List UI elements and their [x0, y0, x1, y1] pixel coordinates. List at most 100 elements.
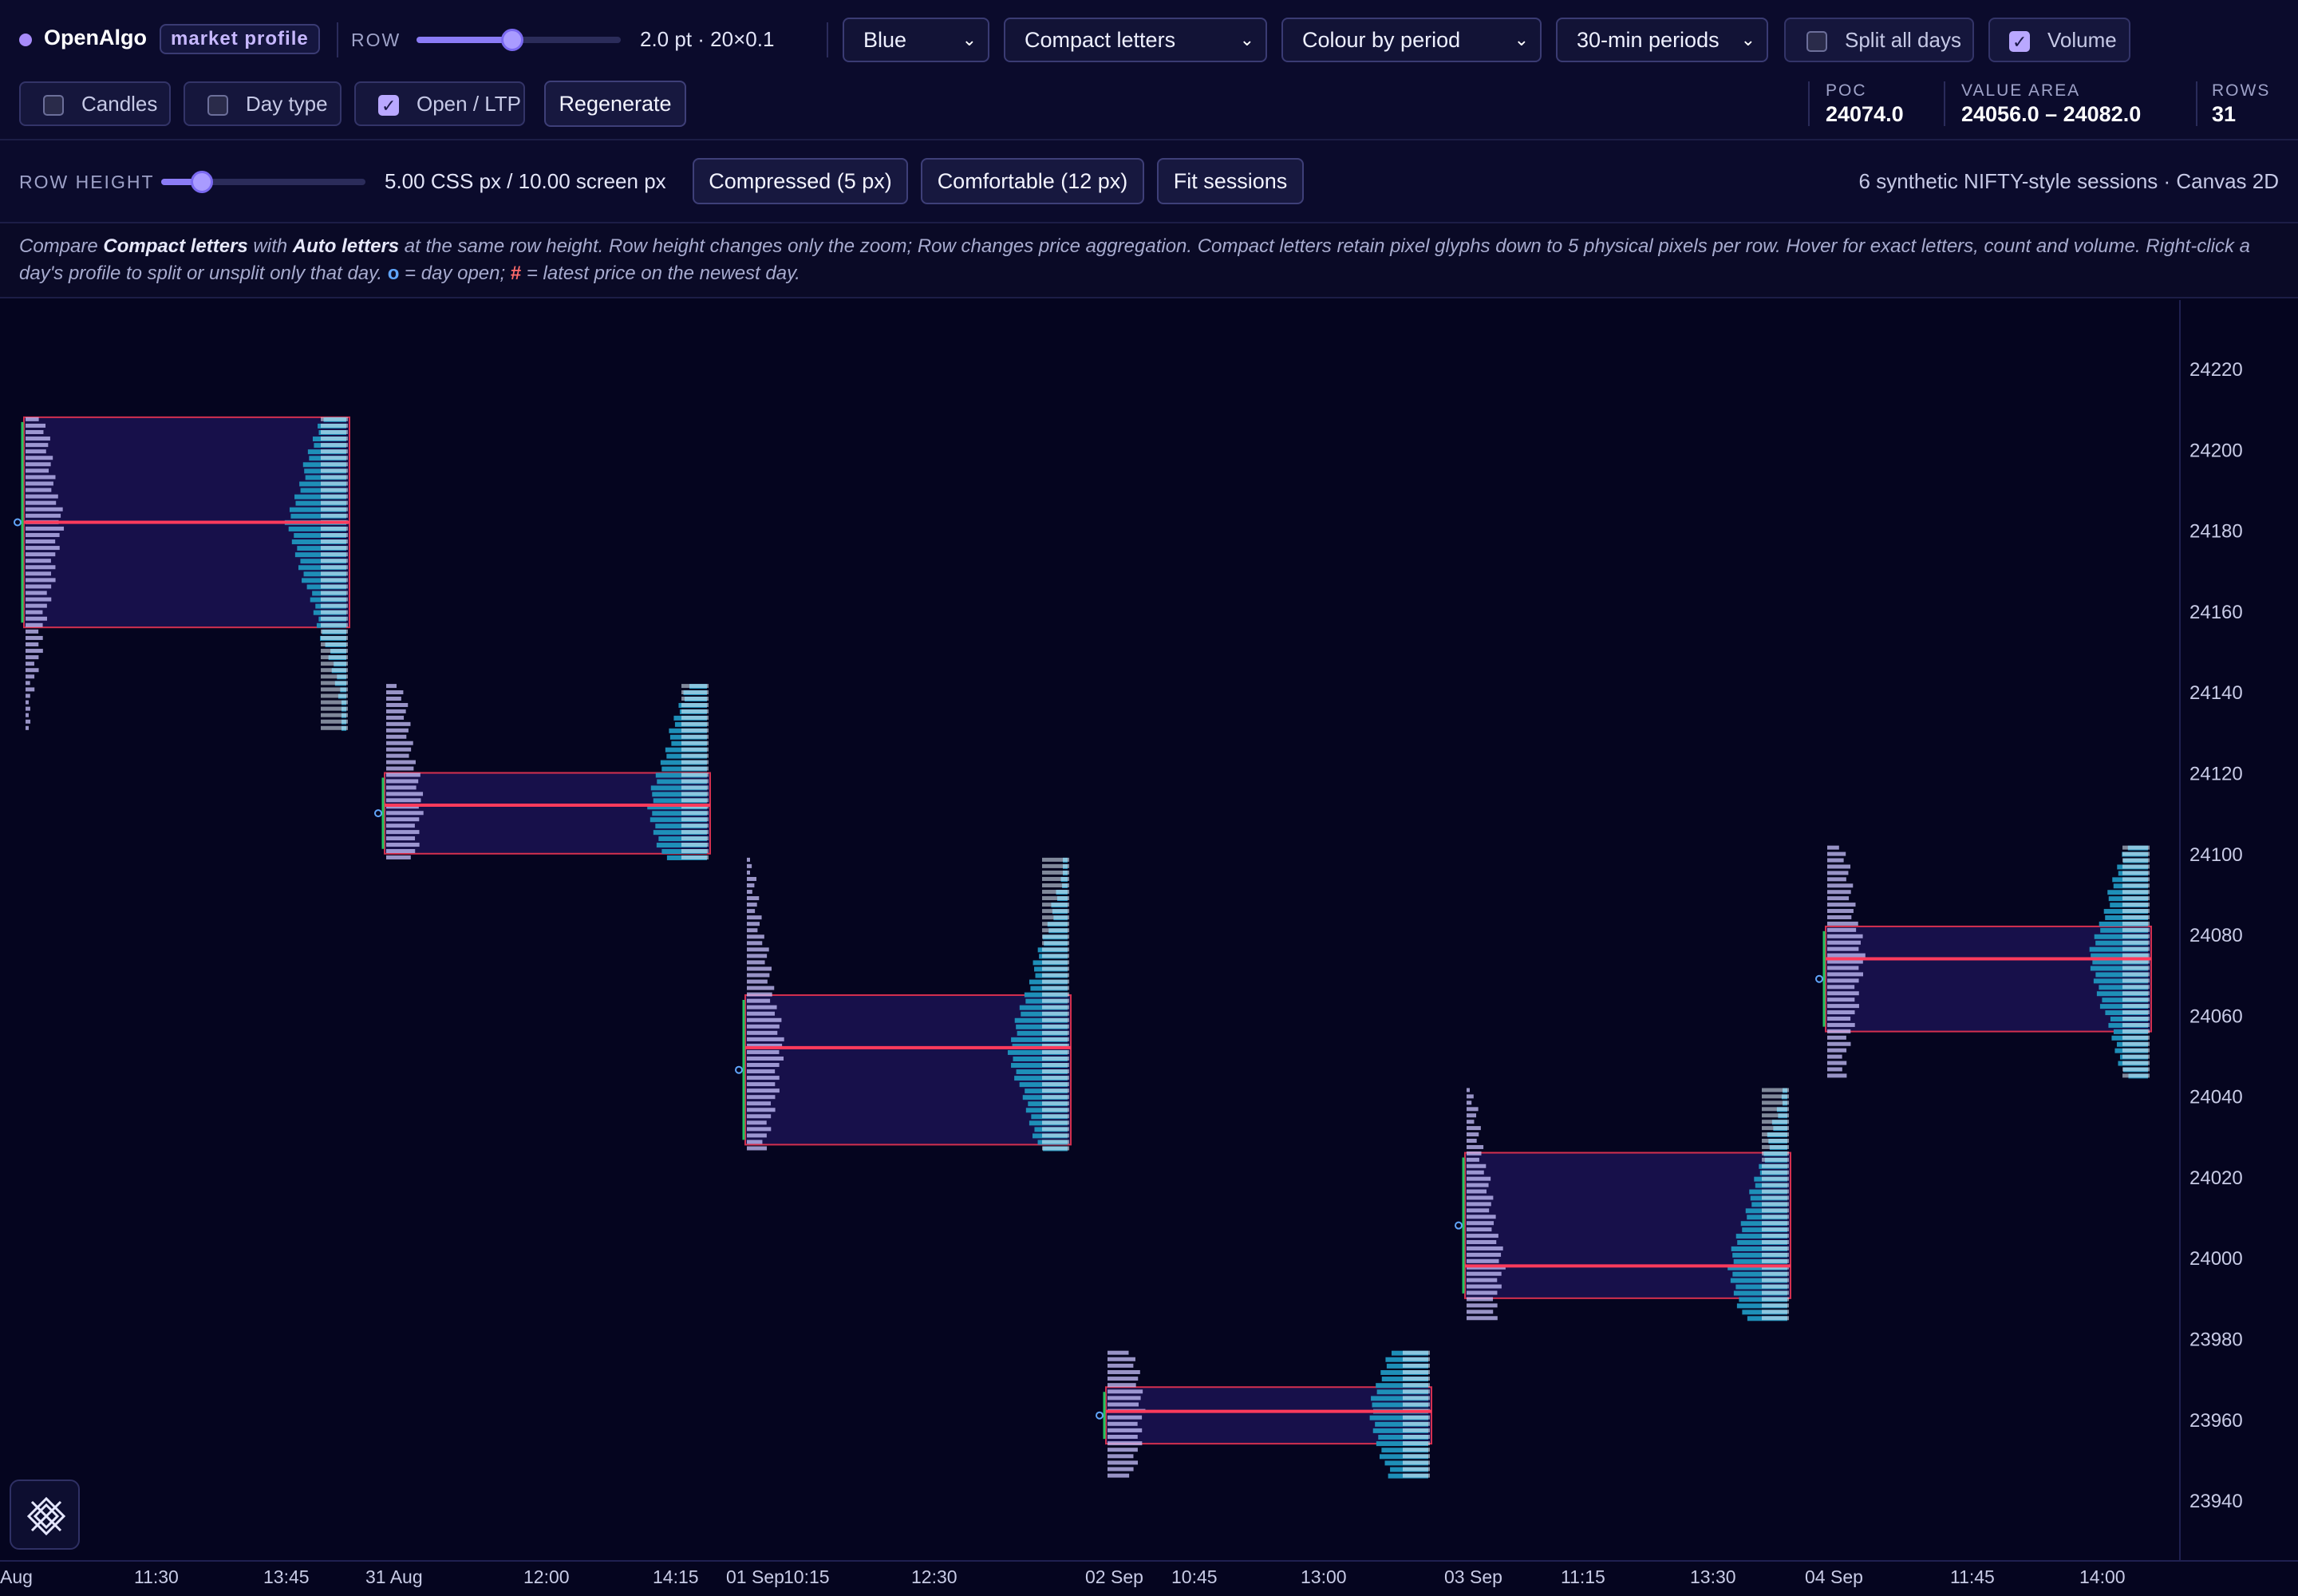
volume-count-label [1042, 979, 1069, 984]
volume-count-label [1042, 1140, 1069, 1144]
row-height-value: 5.00 CSS px / 10.00 screen px [385, 169, 666, 193]
tpo-letter-row [747, 890, 752, 895]
y-tick-label: 24160 [2189, 602, 2243, 623]
volume-count-label [321, 488, 348, 492]
tpo-letter-row [1827, 1010, 1855, 1015]
volume-count-label [681, 848, 709, 853]
tpo-letter-row [386, 785, 417, 790]
volume-count-label [681, 721, 709, 726]
compressed-button[interactable]: Compressed (5 px) [693, 158, 908, 204]
tpo-letter-row [1108, 1350, 1129, 1355]
day-type-toggle[interactable]: Day type [184, 81, 342, 126]
volume-count-label [1042, 1076, 1069, 1080]
checkbox-icon[interactable] [1806, 31, 1827, 52]
tpo-letter-row [386, 753, 409, 758]
volume-count-label [321, 500, 348, 505]
volume-count-label [1762, 1271, 1789, 1276]
tpo-letter-row [1827, 1048, 1847, 1053]
comfortable-button[interactable]: Comfortable (12 px) [921, 158, 1144, 204]
day-open-marker [1455, 1221, 1463, 1230]
x-tick-label: Aug [0, 1566, 33, 1587]
open-ltp-toggle[interactable]: Open / LTP [354, 81, 525, 127]
regenerate-button[interactable]: Regenerate [544, 81, 686, 127]
volume-bar [294, 494, 346, 500]
fit-sessions-button[interactable]: Fit sessions [1157, 158, 1304, 204]
volume-toggle[interactable]: Volume [1988, 18, 2130, 63]
candles-toggle[interactable]: Candles [19, 81, 171, 126]
checkbox-icon[interactable] [378, 85, 399, 127]
volume-bar [655, 824, 707, 829]
colour-select[interactable]: Colour by period ⌄ [1281, 18, 1542, 62]
volume-count-label [1762, 1290, 1789, 1295]
volume-count-label [1762, 1221, 1789, 1226]
tpo-letter-row [747, 857, 750, 862]
tpo-letter-row [386, 848, 416, 853]
tpo-letter-row [1108, 1389, 1143, 1394]
tpo-letter-row [1467, 1189, 1487, 1194]
row-slider[interactable] [417, 29, 621, 51]
volume-count-label [2122, 1041, 2150, 1046]
volume-count-label [1762, 1170, 1789, 1175]
volume-bar [1732, 1271, 1787, 1277]
tpo-letter-row [1467, 1271, 1502, 1276]
y-tick-label: 24080 [2189, 925, 2243, 946]
volume-count-label [1403, 1415, 1430, 1420]
volume-count-label [1403, 1389, 1430, 1394]
period-select[interactable]: 30-min periods ⌄ [1556, 18, 1768, 62]
volume-count-label [1762, 1107, 1789, 1112]
volume-count-label [2122, 991, 2150, 996]
tpo-letter-row [747, 986, 775, 990]
tpo-letter-row [747, 1069, 776, 1074]
volume-count-label [321, 662, 348, 666]
letters-select[interactable]: Compact letters ⌄ [1004, 18, 1267, 62]
theme-select[interactable]: Blue ⌄ [843, 18, 989, 62]
tpo-letter-row [747, 915, 762, 920]
row-height-slider[interactable] [161, 171, 365, 193]
tpo-letter-row [26, 417, 39, 421]
tpo-letter-row [386, 836, 416, 841]
row-height-slider-knob[interactable] [191, 171, 214, 193]
tpo-letter-row [26, 552, 56, 557]
volume-count-label [2122, 1067, 2150, 1072]
tpo-letter-row [26, 725, 29, 730]
tpo-letter-row [1467, 1107, 1479, 1112]
market-profile-chart[interactable]: 24220 24200 24180 24160 24140 24120 24100 24080… [0, 300, 2298, 1596]
volume-count-label [2122, 1035, 2150, 1040]
volume-count-label [2122, 953, 2150, 958]
volume-count-label [2122, 1010, 2150, 1015]
split-all-days-toggle[interactable]: Split all days [1784, 18, 1974, 62]
volume-count-label [1762, 1088, 1789, 1092]
row-value: 2.0 pt · 20×0.1 [640, 27, 775, 51]
tpo-letter-row [386, 779, 419, 784]
tpo-letter-row [1467, 1132, 1479, 1137]
row-label: ROW [351, 30, 401, 50]
tpo-letter-row [1108, 1377, 1139, 1381]
volume-count-label [1042, 903, 1069, 907]
volume-count-label [1042, 857, 1069, 862]
volume-bar [1369, 1415, 1428, 1420]
volume-count-label [321, 713, 348, 717]
checkbox-icon[interactable] [43, 95, 64, 116]
tpo-letter-row [1108, 1460, 1139, 1465]
volume-count-label [681, 855, 709, 859]
x-tick-label: 12:30 [911, 1566, 958, 1587]
checkbox-icon[interactable] [2009, 22, 2030, 63]
app-logo-button[interactable] [10, 1479, 80, 1550]
volume-bar [1376, 1389, 1428, 1395]
volume-count-label [321, 584, 348, 589]
volume-count-label [1762, 1151, 1789, 1156]
row-slider-knob[interactable] [501, 29, 524, 51]
volume-count-label [1042, 973, 1069, 978]
tpo-letter-row [1467, 1246, 1503, 1250]
volume-count-label [1762, 1157, 1789, 1162]
tpo-letter-row [747, 979, 768, 984]
volume-count-label [1042, 1037, 1069, 1041]
volume-count-label [681, 684, 709, 689]
checkbox-icon[interactable] [207, 95, 228, 116]
volume-count-label [1403, 1428, 1430, 1432]
candles-label: Candles [81, 92, 158, 116]
tpo-letter-row [1827, 1054, 1842, 1059]
tpo-letter-row [1108, 1383, 1136, 1388]
tpo-letter-row [26, 662, 34, 666]
tpo-letter-row [747, 922, 760, 926]
